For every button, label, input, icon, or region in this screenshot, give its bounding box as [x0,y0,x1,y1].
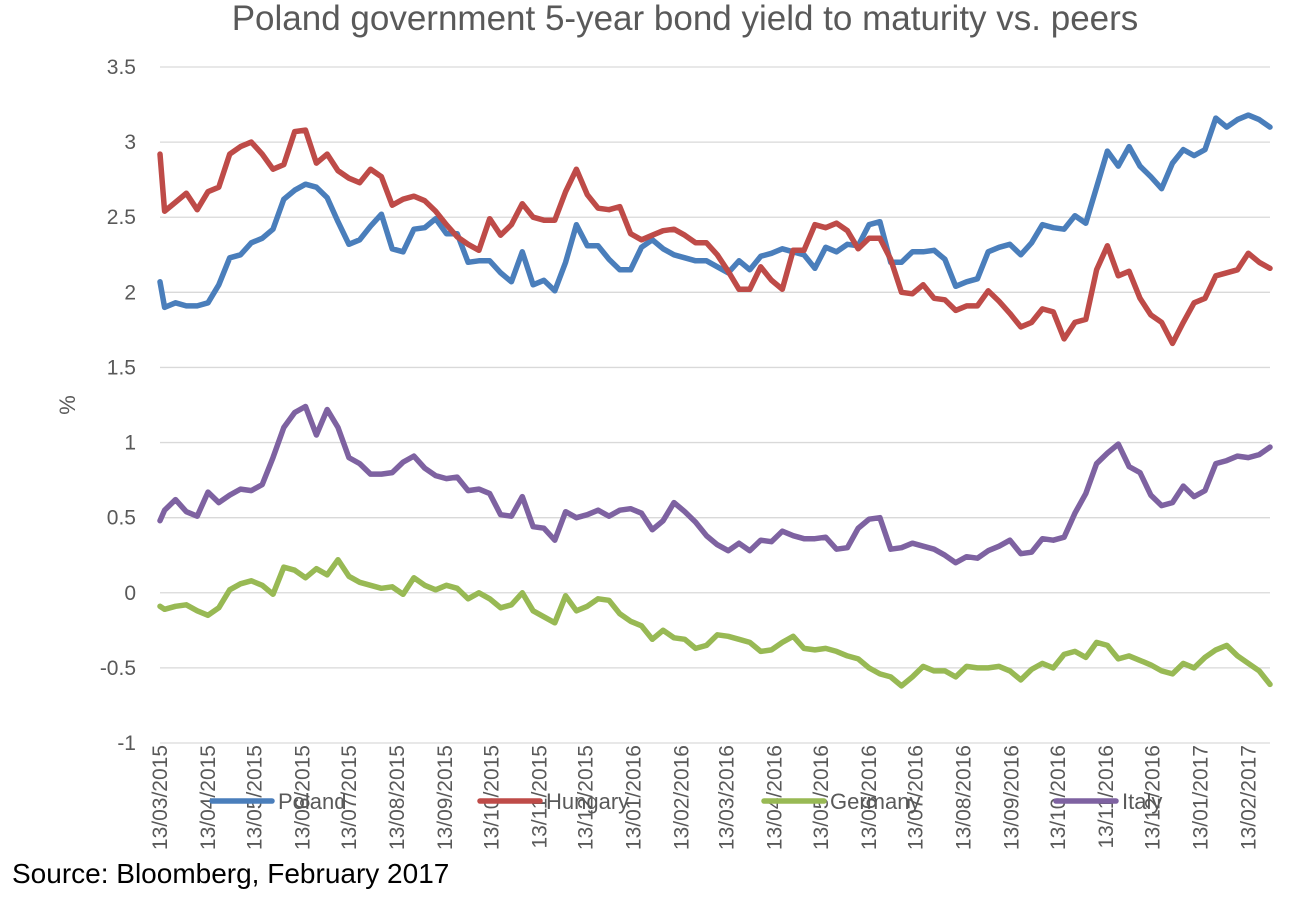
x-tick-label: 13/10/2016 [1047,745,1070,850]
x-tick-label: 13/05/2016 [810,745,833,850]
x-tick-label: 13/08/2016 [952,745,975,850]
x-tick-label: 13/07/2016 [904,745,927,850]
series-line-poland [157,112,1273,311]
x-tick-label: 13/03/2015 [149,745,172,850]
series-line-italy [157,403,1273,566]
legend-label-germany: Germany [830,789,920,814]
x-tick-label: 13/04/2015 [197,745,220,850]
y-tick-label: 0 [124,582,136,605]
x-tick-label: 13/12/2016 [1141,745,1164,850]
y-tick-label: 1.5 [107,356,136,379]
y-axis-ticks: -1 -0.5 0 0.5 1 1.5 2 2.5 3 3.5 [100,56,136,755]
x-tick-label: 13/02/2016 [671,745,694,850]
y-tick-label: -1 [117,732,136,755]
x-tick-label: 13/01/2016 [623,745,646,850]
x-tick-label: 13/05/2015 [243,745,266,850]
x-tick-label: 13/02/2017 [1237,745,1260,850]
x-tick-label: 13/11/2016 [1095,745,1118,849]
x-tick-label: 13/10/2015 [480,745,503,850]
legend-label-hungary: Hungary [546,789,629,814]
x-tick-label: 13/11/2015 [528,745,551,849]
x-tick-label: 13/01/2017 [1189,745,1212,850]
x-tick-label: 13/08/2015 [386,745,409,850]
x-tick-label: 13/06/2016 [858,745,881,850]
gridlines [160,66,1270,744]
y-tick-label: 2 [124,281,136,304]
series-lines [157,112,1273,689]
y-tick-label: 3.5 [107,56,136,79]
chart-title: Poland government 5-year bond yield to m… [232,0,1139,38]
x-tick-label: 13/09/2015 [434,745,457,850]
y-tick-label: 3 [124,131,136,154]
x-axis-ticks: 13/03/2015 13/04/2015 13/05/2015 13/06/2015… [149,745,1260,850]
legend-label-italy: Italy [1122,789,1162,814]
x-tick-label: 13/06/2015 [291,745,314,850]
legend-label-poland: Poland [278,789,347,814]
x-tick-label: 13/12/2015 [575,745,598,850]
x-tick-label: 13/09/2016 [1000,745,1023,850]
y-axis-title: % [55,395,80,415]
y-tick-label: 1 [124,432,136,455]
series-line-hungary [157,127,1273,347]
y-tick-label: -0.5 [100,657,136,680]
x-tick-label: 13/04/2016 [764,745,787,850]
x-tick-label: 13/03/2016 [716,745,739,850]
legend: Poland Hungary Germany Italy [209,789,1162,814]
y-tick-label: 0.5 [107,507,136,530]
x-tick-label: 13/07/2015 [338,745,361,850]
y-tick-label: 2.5 [107,206,136,229]
series-line-germany [157,556,1273,689]
source-note: Source: Bloomberg, February 2017 [12,858,450,889]
